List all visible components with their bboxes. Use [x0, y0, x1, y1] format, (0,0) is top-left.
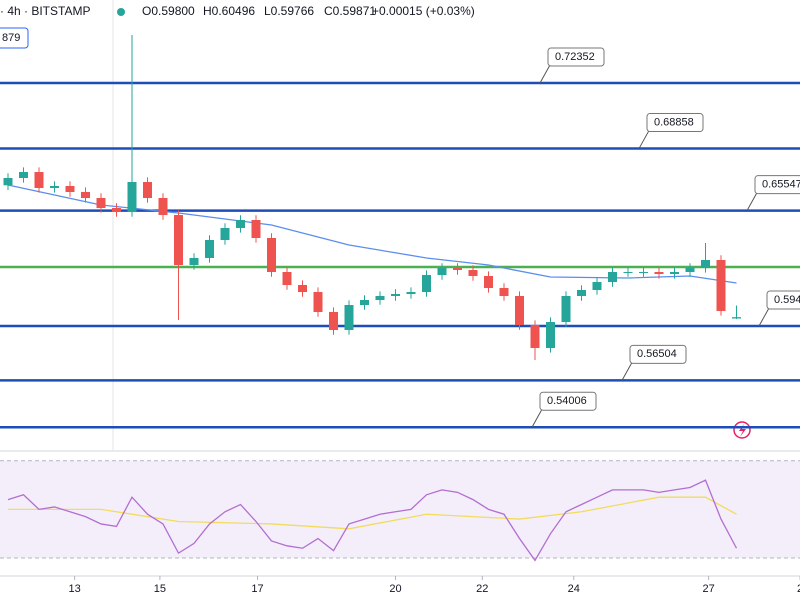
candle-body	[546, 322, 555, 348]
candle-body	[437, 267, 447, 276]
x-tick-label: 24	[568, 583, 580, 595]
candle-body	[143, 182, 152, 198]
rsi-line	[7, 479, 738, 562]
level-label-box	[539, 391, 597, 411]
candle-body	[360, 300, 369, 306]
candle-body	[701, 260, 710, 268]
candle-body	[344, 305, 354, 330]
candle-body	[236, 220, 245, 228]
candle-body	[499, 287, 509, 297]
badge-text: 879	[2, 32, 20, 44]
candle-body	[205, 240, 214, 258]
candle-body	[670, 272, 679, 274]
level-label: 0.594	[774, 294, 800, 306]
candle-body	[592, 282, 602, 290]
candle-body	[174, 215, 183, 266]
candle-body	[732, 317, 741, 319]
badge	[0, 27, 29, 49]
level-connector	[746, 192, 758, 211]
x-tick-label: 20	[389, 583, 401, 595]
level-label-box	[754, 175, 800, 195]
candle-body	[267, 237, 276, 273]
candle-body	[220, 227, 230, 240]
ohlc-high: H0.60496	[203, 4, 255, 18]
candle-body	[158, 197, 168, 216]
level-connector	[621, 362, 633, 381]
level-label-box	[629, 344, 687, 364]
candle-body	[329, 312, 338, 330]
candle-body	[453, 267, 462, 270]
flash-bolt	[739, 424, 746, 437]
level-connector	[758, 307, 770, 327]
x-tick-label: 2	[797, 583, 800, 595]
x-tick-label: 17	[251, 583, 263, 595]
level-connector	[539, 64, 551, 84]
status-dot	[117, 8, 125, 16]
candle-body	[96, 197, 106, 208]
level-connector	[638, 130, 650, 149]
candle-body	[623, 272, 633, 274]
level-label: 0.56504	[637, 348, 677, 360]
x-tick-label: 13	[69, 583, 81, 595]
level-connector	[531, 408, 543, 428]
x-tick-label: 22	[476, 583, 488, 595]
ohlc-low: L0.59766	[264, 4, 314, 18]
x-tick-label: 15	[154, 583, 166, 595]
candle-body	[3, 177, 13, 186]
candle-body	[406, 292, 416, 294]
candle-body	[391, 293, 400, 297]
level-label: 0.72352	[555, 51, 595, 63]
rsi-band	[0, 460, 800, 558]
candle-body	[127, 182, 137, 213]
level-label: 0.54006	[547, 395, 587, 407]
candle-body	[50, 186, 59, 188]
candle-body	[81, 192, 90, 198]
level-label-box	[547, 47, 605, 67]
ohlc-change: +0.00015 (+0.03%)	[372, 4, 475, 18]
level-label: 0.68858	[654, 116, 694, 128]
candle-body	[639, 272, 648, 274]
candle-body	[654, 272, 664, 274]
candle-body	[608, 272, 617, 283]
candle-body	[561, 296, 571, 323]
candle-body	[112, 207, 121, 213]
level-label-box	[766, 290, 800, 310]
candle-body	[468, 270, 478, 277]
candle-body	[577, 290, 586, 297]
level-label-box	[646, 113, 704, 133]
candle-body	[189, 257, 199, 266]
moving-average	[7, 184, 737, 284]
candle-body	[530, 325, 540, 348]
ohlc-open: O0.59800	[142, 4, 195, 18]
symbol: · 4h · BITSTAMP	[0, 4, 90, 18]
candle-body	[422, 275, 431, 293]
candle-body	[65, 186, 75, 193]
candle-body	[375, 296, 385, 300]
candle-body	[716, 260, 726, 311]
level-label: 0.65547	[762, 179, 800, 191]
ohlc-close: C0.59871	[324, 4, 376, 18]
candle-body	[515, 296, 524, 326]
candle-body	[19, 172, 28, 178]
candle-body	[685, 267, 695, 273]
x-tick-label: 27	[702, 583, 714, 595]
candle-body	[282, 272, 292, 286]
candle-body	[484, 276, 493, 288]
candle-body	[298, 285, 307, 293]
candle-body	[313, 292, 323, 313]
candle-body	[34, 172, 44, 188]
candle-body	[251, 220, 261, 238]
